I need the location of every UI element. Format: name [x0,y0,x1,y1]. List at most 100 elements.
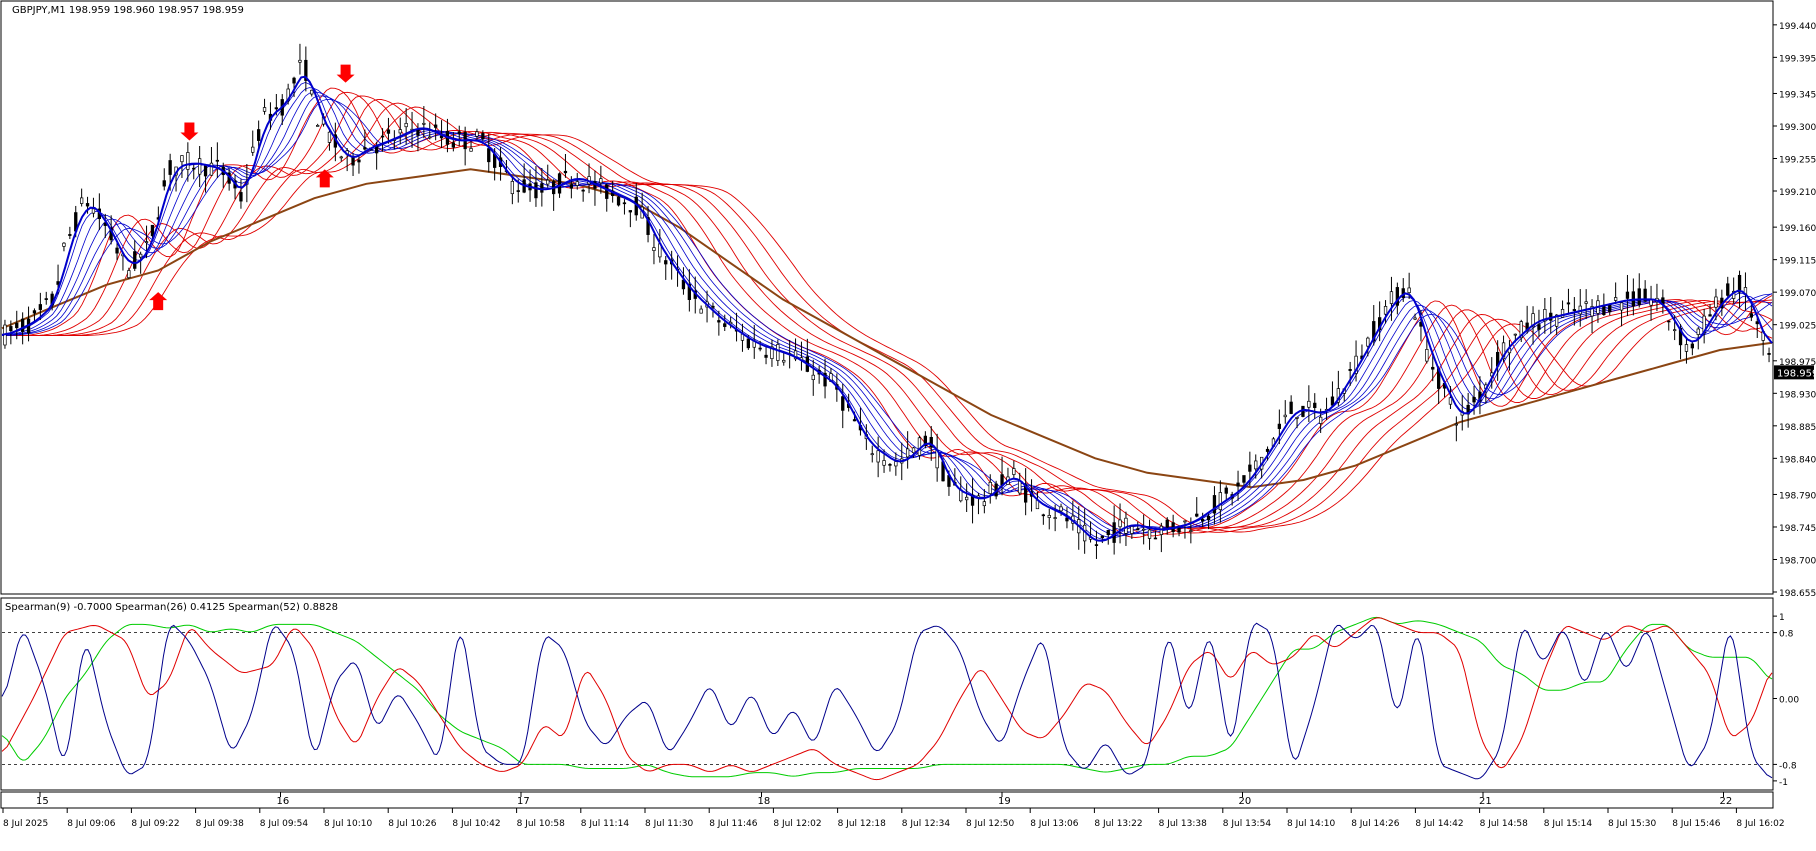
candle-body [1667,320,1671,323]
candle-body [1147,529,1152,539]
candle-body [616,196,621,206]
price-layer [1,43,1773,559]
candle-body [257,129,261,141]
candle-body [1318,416,1323,424]
price-axis-label: 199.345 [1779,90,1816,100]
candle-body [1383,306,1388,315]
spearman-9-line [1,622,1773,780]
time-axis-label: 8 Jul 12:34 [902,819,951,829]
candle-body [144,241,149,243]
fast-ema-line-1 [1,81,1773,540]
candle-body [776,344,780,361]
candle-body [793,350,798,360]
candle-body [1065,517,1069,522]
candle-body [646,217,650,235]
time-axis-label: 8 Jul 16:02 [1736,819,1784,829]
candle-body [1283,414,1287,418]
candle-body [198,158,202,175]
candle-body [1183,520,1187,523]
major-axis-label: 21 [1479,796,1492,807]
fast-ema-line-5 [2,98,1773,534]
time-axis-label: 8 Jul 13:38 [1159,819,1208,829]
time-axis-label: 8 Jul 2025 [3,819,48,829]
candle-body [811,374,815,380]
price-axis-label: 199.395 [1779,54,1816,64]
candle-body [1289,401,1293,414]
candle-body [1124,517,1128,534]
time-axis-label: 8 Jul 11:46 [709,819,758,829]
candle-body [905,448,910,458]
candle-body [85,203,90,207]
candle-body [510,181,514,195]
candle-body [717,320,721,323]
candle-body [32,310,37,314]
time-axis-label: 8 Jul 13:22 [1094,819,1142,829]
candle-body [475,131,479,137]
candle-body [1242,475,1246,483]
sell-arrow-icon [336,64,355,83]
candle-body [133,251,137,269]
current-price-tag [1774,365,1814,380]
candle-body [310,89,314,95]
price-axis-label: 198.790 [1779,491,1816,501]
candle-body [115,247,119,254]
price-axis-label: 198.655 [1779,589,1816,599]
price-axis-label: 198.975 [1779,358,1816,368]
candle-body [439,135,444,139]
candle-body [1431,366,1435,370]
candle-body [1726,283,1730,296]
price-axis-label: 199.160 [1779,224,1816,234]
price-axis-label: 198.745 [1779,524,1816,534]
slow-ema-line-6 [2,106,1773,533]
major-axis-label: 20 [1239,796,1252,807]
candle-body [988,481,992,494]
candle-body [1248,464,1252,472]
candle-body [764,354,768,358]
candle-body [1224,487,1228,494]
slow-ema-line-3 [2,95,1773,535]
candle-body [1112,522,1116,543]
candle-body [386,129,391,134]
indicator-layer [1,616,1773,781]
candle-body [540,183,544,193]
candle-body [215,159,220,162]
price-axis-label: 199.025 [1779,322,1816,332]
candle-body [434,124,438,128]
candle-body [298,59,302,63]
indicator-title: Spearman(9) -0.7000 Spearman(26) 0.4125 … [5,602,338,613]
major-axis-strip [0,791,1774,809]
candle-body [1277,423,1282,429]
candle-body [1714,296,1718,308]
major-axis-label: 22 [1720,796,1733,807]
candle-body [870,453,874,456]
candle-body [876,450,880,463]
candle-body [192,167,196,170]
candle-body [1454,423,1459,426]
candle-body [1313,402,1317,408]
candle-body [1153,537,1158,540]
candle-body [262,107,267,112]
candle-body [1018,480,1022,494]
candle-body [1265,448,1270,452]
candle-body [1637,288,1641,306]
candle-body [687,284,691,300]
candle-body [581,189,585,192]
candle-body [1696,328,1700,335]
candle-body [1543,309,1547,322]
candle-body [1425,349,1429,362]
candle-body [469,148,473,152]
candle-body [628,210,632,213]
price-axis-label: 199.115 [1779,257,1816,267]
candle-body [1189,530,1193,532]
candle-body [1348,369,1352,371]
candle-body [9,326,13,332]
buy-arrow-icon [315,169,334,188]
price-axis-label: 199.210 [1779,188,1816,198]
candle-body [1254,460,1258,470]
slow-ema-line-4 [2,99,1773,534]
candle-body [162,180,166,187]
long-ema-line [1,168,1773,489]
